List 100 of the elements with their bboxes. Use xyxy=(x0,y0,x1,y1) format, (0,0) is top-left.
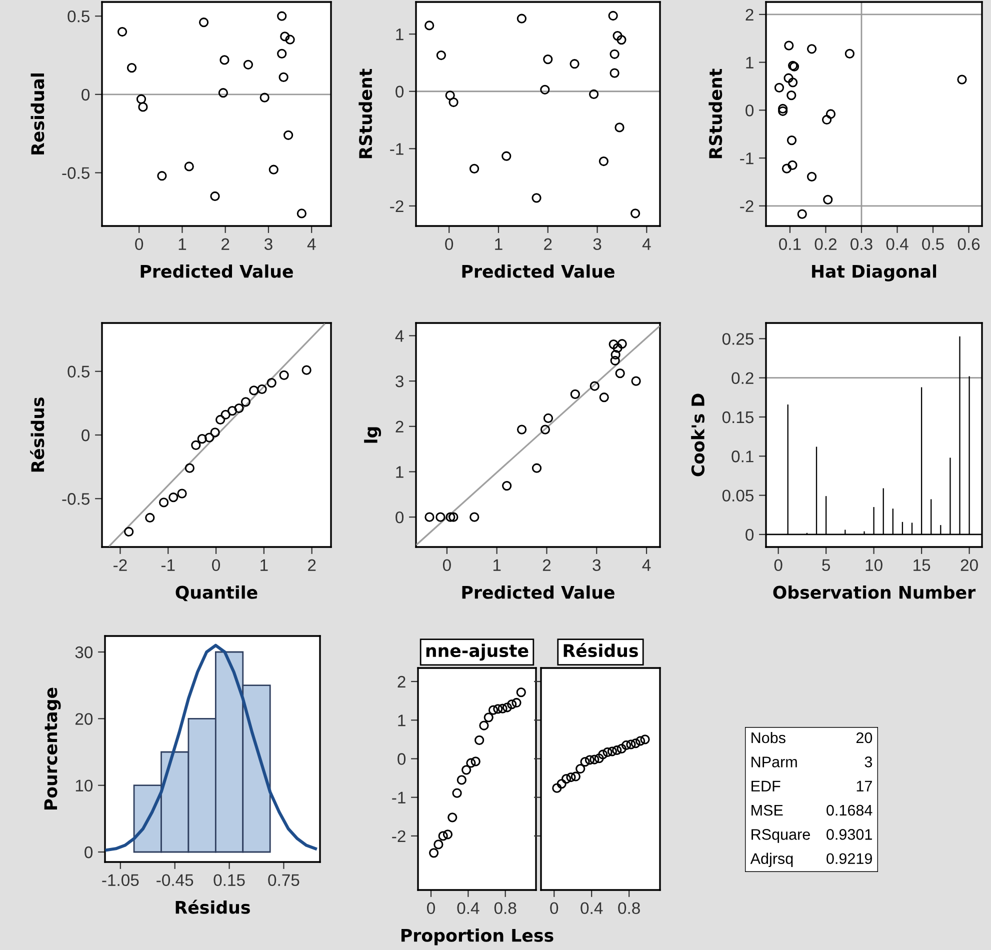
y-tick-label: -2 xyxy=(392,830,406,842)
category-label: Nobs xyxy=(752,732,786,744)
y-tick-label: 3 xyxy=(396,375,404,388)
data-label: 0.1684 xyxy=(826,804,872,816)
y-tick-label: 0 xyxy=(84,846,93,858)
category-label: NParm xyxy=(752,756,797,768)
x-axis-title: Observation Number xyxy=(773,585,976,599)
x-tick-label: 0 xyxy=(212,559,220,572)
y-tick-label: 2 xyxy=(746,8,754,20)
y-tick-label: -2 xyxy=(740,200,754,212)
x-tick-label: 0.6 xyxy=(958,238,980,250)
data-label: 20 xyxy=(856,732,872,744)
chart-title: nne-ajuste xyxy=(426,644,528,661)
y-tick-label: -0.5 xyxy=(62,167,90,179)
x-tick-label: 0.75 xyxy=(268,874,300,886)
x-tick-label: 0 xyxy=(427,902,435,914)
y-tick-label: 0 xyxy=(396,511,404,524)
y-tick-label: -1 xyxy=(392,792,406,804)
y-tick-label: 0.2 xyxy=(732,372,754,384)
y-tick-label: 0.05 xyxy=(722,490,754,502)
category-label: MSE xyxy=(752,804,783,816)
y-axis-title: RStudent xyxy=(708,68,722,158)
x-tick-label: 0.3 xyxy=(850,238,872,250)
y-axis-title: lg xyxy=(364,427,382,443)
x-axis-title: Proportion Less xyxy=(401,928,554,946)
x-tick-label: 2 xyxy=(542,559,551,571)
x-axis-title: Predicted Value xyxy=(462,264,614,278)
y-tick-label: -1 xyxy=(740,152,754,164)
x-tick-label: 0 xyxy=(774,559,782,572)
x-tick-label: 1 xyxy=(260,559,268,571)
x-tick-label: 0 xyxy=(445,238,454,250)
data-label: 3 xyxy=(864,756,872,768)
y-tick-label: 4 xyxy=(395,330,404,342)
x-tick-label: 0.4 xyxy=(457,902,480,914)
x-tick-label: 20 xyxy=(960,559,978,572)
y-tick-label: 0 xyxy=(746,528,754,541)
y-tick-label: 0 xyxy=(82,88,90,101)
x-tick-label: 0.4 xyxy=(886,238,908,250)
x-tick-label: 0.1 xyxy=(779,238,801,250)
x-tick-label: 1 xyxy=(493,559,501,571)
x-tick-label: 4 xyxy=(642,559,651,571)
x-tick-label: 4 xyxy=(642,238,651,250)
y-axis-title: RStudent xyxy=(358,68,372,158)
x-tick-label: 2 xyxy=(222,238,230,250)
x-axis-title: Hat Diagonal xyxy=(812,264,936,282)
y-tick-label: -1 xyxy=(390,143,404,155)
x-tick-label: 0 xyxy=(550,902,558,914)
category-label: Adjrsq xyxy=(750,852,793,868)
y-tick-label: 0 xyxy=(398,753,406,765)
y-tick-label: 0.15 xyxy=(722,411,754,424)
y-tick-label: 0.5 xyxy=(68,366,90,378)
x-tick-label: -1.05 xyxy=(102,874,139,886)
y-tick-label: 30 xyxy=(75,646,93,658)
chart-title: Résidus xyxy=(564,643,638,658)
x-tick-label: 2 xyxy=(308,559,316,571)
y-tick-label: 0 xyxy=(82,429,90,442)
x-axis-title: Résidus xyxy=(176,900,250,914)
y-axis-title: Cook's D xyxy=(691,394,705,476)
x-tick-label: -1 xyxy=(161,559,175,571)
x-tick-label: 1 xyxy=(495,238,502,250)
y-tick-label: 0.1 xyxy=(732,450,754,462)
y-axis-title: Résidus xyxy=(30,398,44,472)
data-label: 0.9301 xyxy=(826,829,872,840)
y-axis-title: Residual xyxy=(30,74,44,154)
x-tick-label: 3 xyxy=(593,238,602,250)
x-axis-title: Quantile xyxy=(176,585,258,602)
x-axis-title: Predicted Value xyxy=(462,585,614,599)
x-axis-title: Predicted Value xyxy=(140,264,293,278)
category-label: RSquare xyxy=(752,829,810,843)
y-tick-label: 0 xyxy=(746,104,754,116)
x-tick-label: -0.45 xyxy=(156,874,194,886)
y-tick-label: 2 xyxy=(398,676,406,688)
data-label: 0.9219 xyxy=(826,853,872,864)
data-label: 17 xyxy=(856,780,872,792)
y-tick-label: 1 xyxy=(396,28,404,40)
y-tick-label: 0 xyxy=(396,86,404,98)
x-tick-label: 0.8 xyxy=(494,902,516,914)
x-tick-label: 1 xyxy=(178,238,186,250)
x-tick-label: 10 xyxy=(866,559,882,572)
x-tick-label: 0.5 xyxy=(922,238,944,250)
x-tick-label: 0 xyxy=(135,238,144,250)
x-tick-label: 0.4 xyxy=(580,902,603,914)
y-tick-label: -2 xyxy=(390,200,404,212)
y-tick-label: 2 xyxy=(396,420,404,432)
x-tick-label: 4 xyxy=(307,238,316,250)
y-tick-label: 1 xyxy=(746,56,754,68)
y-tick-label: 0.5 xyxy=(68,10,90,22)
x-tick-label: 5 xyxy=(822,559,830,572)
x-tick-label: 0.2 xyxy=(814,238,836,250)
y-tick-label: 1 xyxy=(398,714,406,726)
x-tick-label: -2 xyxy=(114,559,127,571)
x-tick-label: 0.15 xyxy=(214,874,245,886)
y-tick-label: 0.25 xyxy=(722,333,754,345)
x-tick-label: 0 xyxy=(442,559,451,572)
y-tick-label: 20 xyxy=(75,713,93,725)
y-tick-label: 1 xyxy=(396,466,404,478)
x-tick-label: 15 xyxy=(914,559,930,572)
x-tick-label: 3 xyxy=(592,559,601,572)
x-tick-label: 2 xyxy=(544,238,552,250)
y-tick-label: -0.5 xyxy=(62,493,90,505)
